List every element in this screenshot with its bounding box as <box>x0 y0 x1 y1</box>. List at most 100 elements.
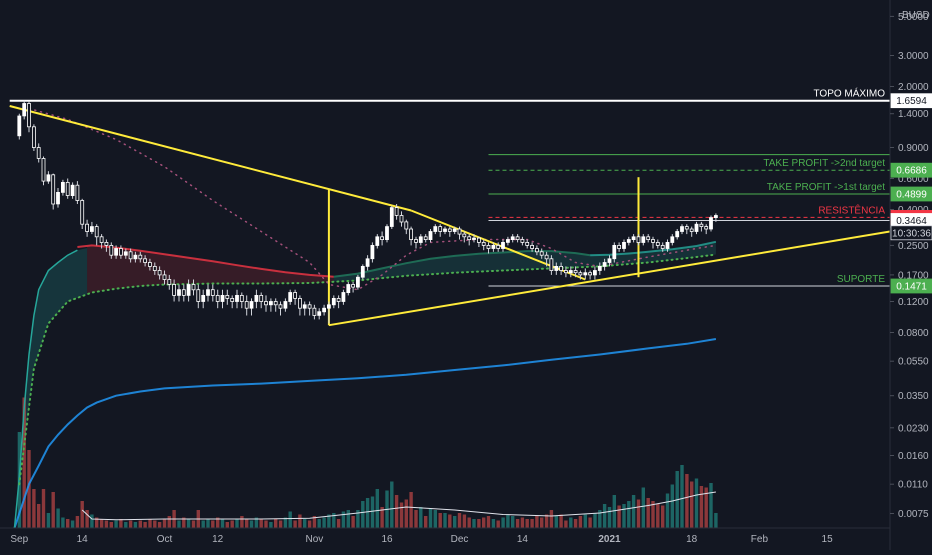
volume-bar <box>240 516 244 528</box>
volume-bar <box>530 519 534 528</box>
candle-body <box>404 221 409 230</box>
volume-bar <box>390 481 394 528</box>
volume-bar <box>394 495 399 528</box>
candle-body <box>617 244 621 249</box>
volume-bar <box>157 522 162 528</box>
candle-body <box>409 228 414 241</box>
price-levels[interactable] <box>9 99 890 287</box>
volume-bar <box>598 510 602 528</box>
volume-bar <box>448 514 452 528</box>
price-label-badge <box>890 186 932 202</box>
volume-bar <box>482 517 486 528</box>
volume-bar <box>274 519 278 528</box>
price-tick-label: 0.0550 <box>898 357 929 368</box>
candle-body <box>573 270 578 274</box>
volume-bar <box>535 516 539 528</box>
price-tick-label: 0.9000 <box>898 143 929 154</box>
candle-body <box>694 223 699 232</box>
volume-bar <box>254 517 259 528</box>
volume-bar <box>288 511 292 528</box>
volume-bar <box>356 510 360 528</box>
candle-body <box>583 272 588 276</box>
time-tick-label: 15 <box>822 534 834 545</box>
volume-bar <box>336 519 341 528</box>
candle-body <box>61 181 65 193</box>
volume-bar <box>554 516 558 528</box>
volume-bar <box>544 514 549 528</box>
candle-body <box>564 270 568 274</box>
candle-body <box>501 241 505 249</box>
candle-body <box>641 236 646 243</box>
volume-bar <box>317 519 321 528</box>
volume-bar <box>511 516 515 528</box>
volume-bar <box>559 514 563 528</box>
volume-bar <box>66 519 70 528</box>
candles <box>17 100 718 324</box>
volume-bar <box>680 465 684 528</box>
candle-body <box>143 258 148 263</box>
candle-body <box>94 226 99 238</box>
candle-body <box>326 304 331 309</box>
candle-body <box>612 244 617 260</box>
volume-bar <box>75 516 80 528</box>
annotations: TOPO MÁXIMO TAKE PROFIT ->2nd target TAKE … <box>763 87 885 285</box>
price-tick-label: 3.0000 <box>898 51 929 62</box>
candle-body <box>670 236 675 243</box>
volume-bar <box>46 513 51 528</box>
volume-bar <box>549 510 554 528</box>
candle-body <box>433 226 438 232</box>
volume-bar <box>588 517 592 528</box>
volume-bar <box>694 478 699 528</box>
price-tick-label: 5.0000 <box>898 12 929 23</box>
price-axis[interactable]: BUSD 0.0075 0.0110 0.0160 0.0230 0.0350 0.055… <box>889 0 932 550</box>
candle-body <box>317 311 322 316</box>
volume-bar <box>114 520 118 528</box>
volume-bar <box>607 507 612 528</box>
candle-body <box>505 239 510 243</box>
volume-bar <box>573 519 578 528</box>
volume-bar <box>409 492 413 528</box>
volume-bar <box>51 492 55 528</box>
dotted-green-line <box>18 253 717 486</box>
volume-bar <box>61 517 65 528</box>
volume-bar <box>646 498 650 528</box>
volume-bar <box>95 517 99 528</box>
volume-bar <box>143 522 147 528</box>
candle-body <box>655 241 660 246</box>
time-tick-label: 14 <box>77 534 89 545</box>
candle-body <box>51 174 56 205</box>
volume-bar <box>414 510 418 528</box>
candle-body <box>389 207 394 227</box>
volume-bar <box>622 504 626 528</box>
time-axis[interactable]: Sep 14 Oct 12 Nov 16 Dec 14 2021 18 Feb 15 <box>0 527 890 545</box>
volume-bar <box>496 520 500 528</box>
candle-body <box>549 258 554 271</box>
price-tick-label: 2.0000 <box>898 82 929 93</box>
candle-body <box>90 226 94 232</box>
candle-body <box>56 191 60 205</box>
candle-body <box>476 237 481 243</box>
candle-body <box>447 228 452 232</box>
volume-bar <box>307 520 312 528</box>
volume-bar <box>37 504 41 528</box>
volume-bar <box>162 519 167 528</box>
candle-body <box>278 304 283 309</box>
candle-body <box>293 292 298 299</box>
volume-bar <box>617 505 621 528</box>
candle-body <box>336 297 341 302</box>
volume-bar <box>361 501 365 528</box>
candle-body <box>684 226 689 230</box>
volume-ma-line <box>81 491 716 521</box>
volume-bar <box>636 499 641 528</box>
volume-bar <box>704 487 708 528</box>
volume-bar <box>269 522 273 528</box>
volume-bar <box>85 510 89 528</box>
time-tick-label: Sep <box>10 534 28 545</box>
candle-body <box>360 265 365 278</box>
candle-body <box>428 231 433 241</box>
candle-body <box>307 304 312 309</box>
volume-bar <box>153 520 157 528</box>
volume-bar <box>56 508 60 528</box>
